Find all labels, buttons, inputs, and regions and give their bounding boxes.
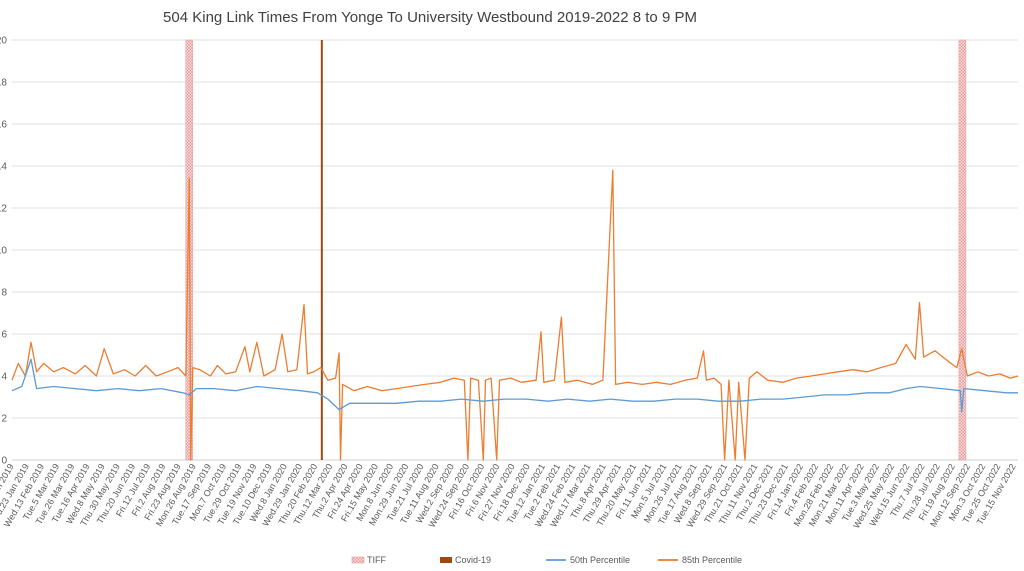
y-axis: 0 2 4 6 8 10 12 14 16 18 20	[0, 36, 7, 467]
y-tick-label: 14	[0, 162, 7, 173]
y-tick-label: 18	[0, 78, 7, 89]
legend-swatch-tiff	[351, 556, 365, 564]
series-lines	[11, 169, 1019, 461]
legend: TIFF Covid-19 50th Percentile 85th Percenti…	[351, 555, 742, 565]
gridlines	[12, 39, 1018, 461]
y-tick-label: 10	[0, 246, 7, 257]
y-tick-label: 12	[0, 204, 7, 215]
y-tick-label: 8	[1, 288, 7, 299]
y-tick-label: 2	[1, 414, 7, 425]
y-tick-label: 6	[1, 330, 7, 341]
y-tick-label: 0	[1, 456, 7, 467]
series-line-50th-percentile	[11, 358, 1018, 413]
y-tick-label: 4	[1, 372, 7, 383]
series-line-85th-percentile	[11, 169, 1019, 461]
legend-label-tiff: TIFF	[367, 555, 386, 565]
y-tick-label: 20	[0, 36, 7, 47]
legend-label-covid-19: Covid-19	[455, 555, 491, 565]
legend-label-50th-percentile: 50th Percentile	[570, 555, 630, 565]
legend-swatch-covid-19	[440, 557, 452, 563]
event-bar-tiff-1	[958, 39, 967, 461]
legend-label-85th-percentile: 85th Percentile	[682, 555, 742, 565]
y-tick-label: 16	[0, 120, 7, 131]
chart-title: 504 King Link Times From Yonge To Univer…	[163, 9, 697, 26]
event-bar-covid-19-2	[320, 40, 323, 460]
